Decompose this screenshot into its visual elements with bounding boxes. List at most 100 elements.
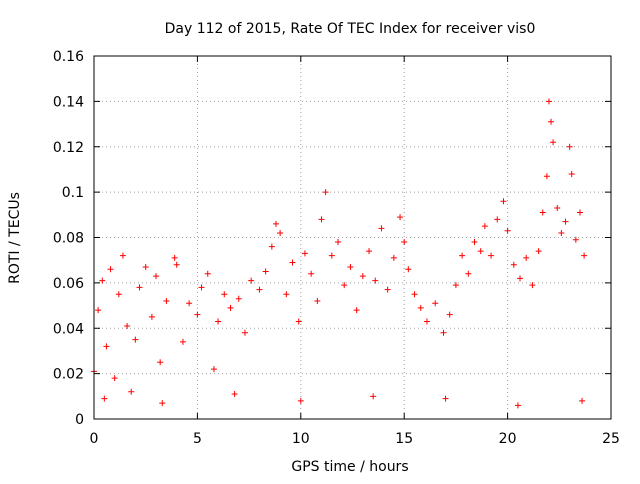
y-tick-label: 0.04 [53, 321, 84, 337]
data-point [523, 254, 530, 261]
data-point [558, 229, 565, 236]
data-point [163, 298, 170, 305]
data-point [142, 263, 149, 270]
data-point [136, 284, 143, 291]
y-tick-label: 0.08 [53, 231, 84, 247]
data-point [401, 239, 408, 246]
data-point [235, 295, 242, 302]
x-tick-label: 5 [193, 431, 202, 447]
data-point [204, 270, 211, 277]
data-point [359, 273, 366, 280]
data-point [517, 275, 524, 282]
data-point [465, 270, 472, 277]
x-tick-label: 10 [292, 431, 310, 447]
y-tick-label: 0.06 [53, 276, 84, 292]
data-point [198, 284, 205, 291]
data-point [372, 277, 379, 284]
data-point [417, 304, 424, 311]
x-tick-label: 25 [602, 431, 620, 447]
data-point [231, 391, 238, 398]
data-point [579, 397, 586, 404]
data-point [353, 307, 360, 314]
data-point [153, 273, 160, 280]
y-tick-label: 0.12 [53, 140, 84, 156]
data-point [477, 248, 484, 255]
data-point [221, 291, 228, 298]
data-point [566, 143, 573, 150]
data-point [328, 252, 335, 259]
data-point [543, 173, 550, 180]
data-point [194, 311, 201, 318]
data-point [111, 375, 118, 382]
y-axis-label: ROTI / TECUs [7, 192, 23, 284]
data-point [510, 261, 517, 268]
data-point [268, 243, 275, 250]
data-point [210, 366, 217, 373]
data-point [318, 216, 325, 223]
data-point [440, 329, 447, 336]
data-point [347, 263, 354, 270]
data-point [539, 209, 546, 216]
data-point [471, 239, 478, 246]
data-point [397, 214, 404, 221]
data-point [488, 252, 495, 259]
data-point [322, 189, 329, 196]
data-point [308, 270, 315, 277]
data-point [128, 388, 135, 395]
y-tick-label: 0.16 [53, 49, 84, 65]
data-point [504, 227, 511, 234]
data-point [159, 400, 166, 407]
data-point [545, 98, 552, 105]
data-point [256, 286, 263, 293]
x-tick-label: 20 [499, 431, 517, 447]
x-tick-label: 15 [395, 431, 413, 447]
data-point [301, 250, 308, 257]
data-point [241, 329, 248, 336]
y-tick-label: 0 [75, 412, 84, 428]
grid-layer [94, 56, 611, 419]
data-point [341, 282, 348, 289]
data-point [124, 322, 131, 329]
data-point [248, 277, 255, 284]
data-point [101, 395, 108, 402]
data-point [550, 139, 557, 146]
x-tick-label: 0 [90, 431, 99, 447]
data-point [148, 313, 155, 320]
data-point [107, 266, 114, 273]
data-point [227, 304, 234, 311]
data-point [378, 225, 385, 232]
data-point [500, 198, 507, 205]
data-point [494, 216, 501, 223]
data-point [119, 252, 126, 259]
data-point [452, 282, 459, 289]
data-point [335, 239, 342, 246]
data-point [370, 393, 377, 400]
data-point [215, 318, 222, 325]
data-point [568, 170, 575, 177]
data-point [295, 318, 302, 325]
y-tick-label: 0.1 [62, 185, 84, 201]
data-point [283, 291, 290, 298]
data-point [297, 397, 304, 404]
data-point [384, 286, 391, 293]
data-point [390, 254, 397, 261]
data-point [514, 402, 521, 409]
data-point [272, 220, 279, 227]
data-point [554, 205, 561, 212]
data-point [562, 218, 569, 225]
x-axis-label: GPS time / hours [291, 459, 408, 475]
data-point [581, 252, 588, 259]
data-point [277, 229, 284, 236]
data-point [432, 300, 439, 307]
data-point [132, 336, 139, 343]
data-point [411, 291, 418, 298]
data-point [314, 298, 321, 305]
data-point [405, 266, 412, 273]
data-point [459, 252, 466, 259]
y-tick-label: 0.02 [53, 367, 84, 383]
data-point [103, 343, 110, 350]
data-point [535, 248, 542, 255]
data-point [366, 248, 373, 255]
ticks-layer: 0 5 10 15 20 25 0 0.02 0.04 0.06 0.08 0.1 0.12 0.14 0.… [53, 49, 620, 447]
